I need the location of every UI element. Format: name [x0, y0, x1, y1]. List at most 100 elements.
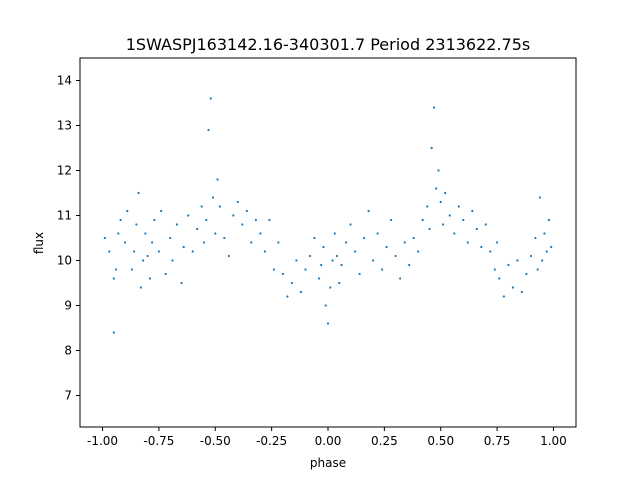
- data-point: [182, 245, 185, 249]
- data-point: [313, 236, 316, 240]
- data-point: [529, 254, 533, 258]
- data-point: [317, 277, 321, 280]
- data-point: [187, 214, 190, 217]
- data-point: [543, 232, 546, 235]
- data-point: [344, 241, 348, 244]
- data-point: [448, 214, 451, 217]
- x-tick-label: 0.50: [427, 434, 454, 448]
- data-point: [480, 245, 483, 249]
- data-point: [376, 232, 379, 235]
- data-point: [124, 241, 127, 244]
- data-point: [214, 232, 217, 235]
- data-point: [547, 218, 551, 222]
- data-point: [160, 209, 163, 213]
- x-tick-label: -0.50: [200, 434, 231, 448]
- data-point: [333, 232, 336, 235]
- data-point: [250, 241, 253, 244]
- data-point: [254, 218, 257, 222]
- data-point: [326, 322, 330, 325]
- x-tick-label: 0.00: [315, 434, 342, 448]
- data-point: [299, 290, 302, 294]
- data-point: [112, 277, 115, 280]
- data-point: [520, 290, 524, 294]
- data-point: [417, 250, 420, 253]
- data-point: [139, 286, 142, 289]
- data-point: [496, 241, 499, 244]
- data-point: [144, 232, 147, 235]
- data-point: [322, 245, 325, 249]
- x-tick-label: -1.00: [87, 434, 118, 448]
- data-point: [545, 250, 548, 253]
- data-point: [453, 232, 456, 235]
- data-point: [200, 205, 203, 208]
- data-point: [295, 259, 298, 262]
- scatter-points: [103, 97, 553, 334]
- data-point: [142, 259, 145, 262]
- data-point: [153, 218, 156, 222]
- data-point: [394, 254, 397, 258]
- chart-title: 1SWASPJ163142.16-340301.7 Period 2313622…: [126, 35, 531, 54]
- data-point: [399, 277, 402, 280]
- data-point: [196, 227, 199, 231]
- data-point: [390, 218, 393, 222]
- data-point: [426, 205, 429, 208]
- data-point: [286, 295, 289, 298]
- data-point: [227, 254, 230, 258]
- data-point: [516, 259, 519, 262]
- y-tick-label: 14: [57, 74, 72, 88]
- data-point: [112, 331, 115, 334]
- data-point: [207, 128, 210, 132]
- data-point: [329, 286, 332, 289]
- data-point: [130, 268, 133, 271]
- data-point: [538, 196, 542, 199]
- data-point: [536, 268, 539, 271]
- data-point: [209, 97, 212, 100]
- data-point: [151, 241, 154, 244]
- x-tick-label: -0.25: [256, 434, 287, 448]
- data-point: [507, 263, 510, 267]
- x-tick-label: -0.75: [143, 434, 174, 448]
- x-tick-label: 0.75: [484, 434, 511, 448]
- y-tick-label: 10: [57, 254, 72, 268]
- data-point: [157, 250, 160, 253]
- data-point: [550, 245, 553, 249]
- data-point: [502, 295, 505, 298]
- data-point: [241, 223, 244, 226]
- data-point: [259, 232, 262, 235]
- data-point: [525, 272, 528, 276]
- data-point: [180, 281, 183, 285]
- data-point: [372, 259, 375, 262]
- data-point: [164, 272, 167, 276]
- y-tick-label: 9: [64, 299, 72, 313]
- x-tick-label: 1.00: [540, 434, 567, 448]
- data-point: [408, 263, 411, 267]
- data-point: [277, 241, 280, 244]
- data-point: [268, 218, 271, 222]
- data-point: [103, 236, 106, 240]
- data-point: [304, 268, 307, 271]
- data-point: [169, 236, 172, 240]
- data-point: [381, 268, 384, 271]
- data-point: [119, 218, 122, 222]
- data-point: [338, 281, 341, 285]
- y-axis-ticks: 7 8 9 10 11 12 13 14: [57, 74, 80, 403]
- data-point: [367, 209, 370, 213]
- data-point: [331, 259, 334, 262]
- data-point: [403, 241, 406, 244]
- data-point: [236, 200, 239, 204]
- data-point: [358, 272, 361, 276]
- y-tick-label: 8: [64, 344, 72, 358]
- data-point: [272, 268, 275, 271]
- data-point: [223, 236, 226, 240]
- data-point: [340, 263, 343, 267]
- data-point: [489, 250, 492, 253]
- data-point: [135, 223, 138, 226]
- data-point: [457, 205, 460, 208]
- y-tick-label: 11: [57, 209, 72, 223]
- data-point: [137, 191, 140, 195]
- data-point: [466, 241, 469, 244]
- data-point: [363, 236, 366, 240]
- data-point: [115, 268, 118, 271]
- data-point: [439, 200, 442, 204]
